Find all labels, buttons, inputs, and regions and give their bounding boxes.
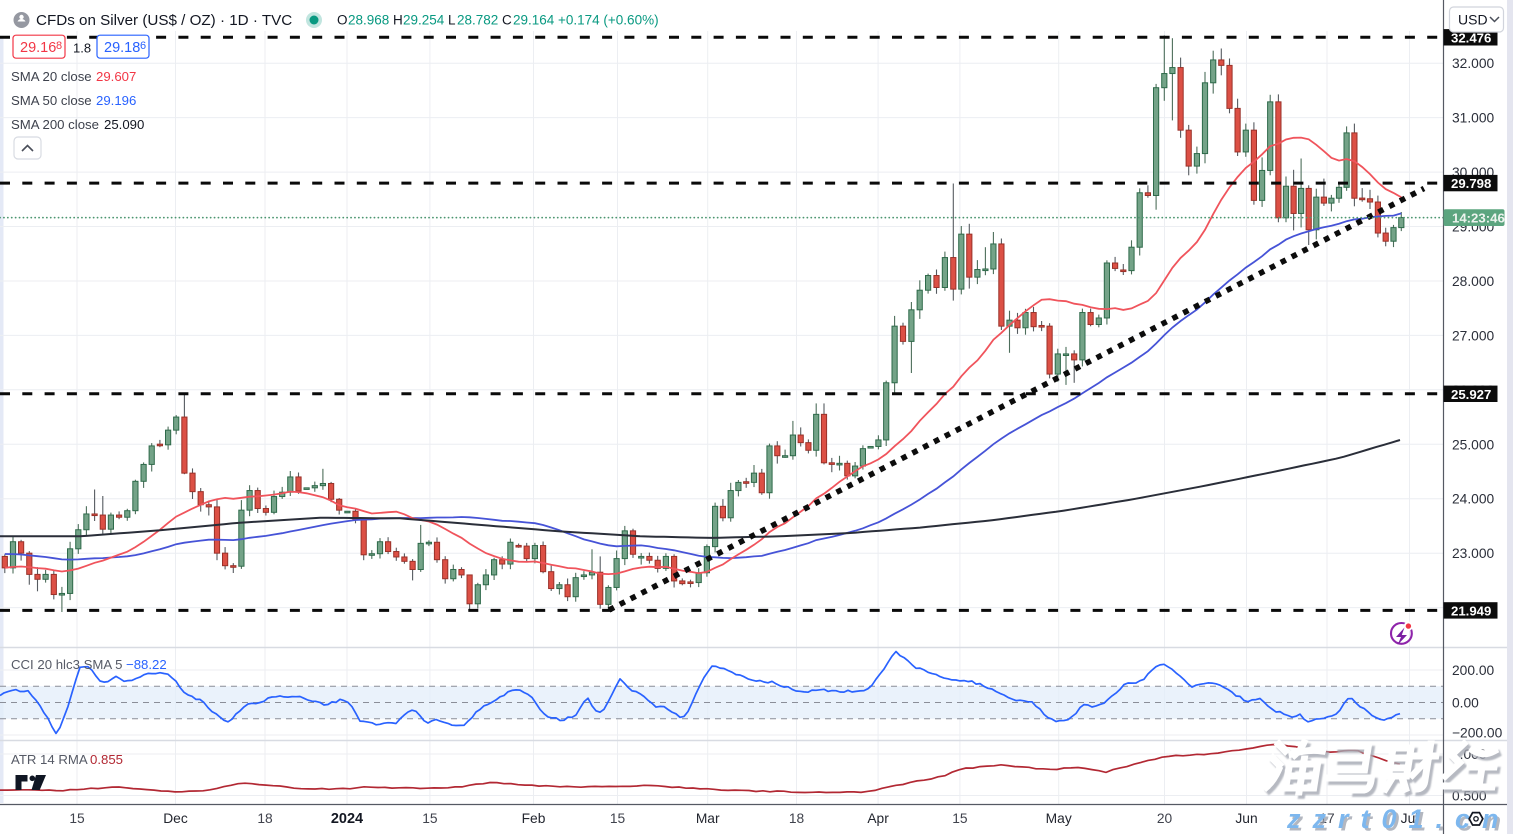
svg-text:24.000: 24.000 bbox=[1452, 492, 1495, 507]
svg-text:15: 15 bbox=[69, 811, 85, 826]
svg-text:CFDs on Silver (US$ / OZ) · 1D: CFDs on Silver (US$ / OZ) · 1D · TVC bbox=[36, 12, 292, 29]
svg-text:SMA 200 close: SMA 200 close bbox=[11, 117, 99, 132]
svg-text:USD: USD bbox=[1458, 12, 1488, 28]
svg-text:−200.00: −200.00 bbox=[1452, 726, 1503, 741]
svg-text:Apr: Apr bbox=[867, 811, 889, 826]
svg-text:29.254: 29.254 bbox=[403, 13, 445, 28]
svg-text:15: 15 bbox=[610, 811, 626, 826]
svg-text:Jul: Jul bbox=[1401, 811, 1419, 826]
svg-text:CCI 20 hlc3 SMA 5: CCI 20 hlc3 SMA 5 bbox=[11, 657, 122, 672]
svg-text:17: 17 bbox=[1319, 811, 1334, 826]
svg-text:28.782: 28.782 bbox=[457, 13, 498, 28]
svg-text:28.968: 28.968 bbox=[348, 13, 389, 28]
svg-text:29.16: 29.16 bbox=[20, 40, 56, 56]
svg-text:H: H bbox=[393, 13, 403, 28]
svg-text:2024: 2024 bbox=[331, 811, 363, 827]
svg-text:SMA 50 close: SMA 50 close bbox=[11, 93, 92, 108]
svg-text:Feb: Feb bbox=[522, 811, 546, 826]
svg-text:25.090: 25.090 bbox=[104, 117, 144, 132]
svg-text:31.000: 31.000 bbox=[1452, 111, 1495, 126]
svg-text:20: 20 bbox=[1157, 811, 1173, 826]
svg-text:27.000: 27.000 bbox=[1452, 328, 1495, 343]
svg-text:28.000: 28.000 bbox=[1452, 274, 1495, 289]
svg-text:1.8: 1.8 bbox=[73, 41, 91, 56]
svg-text:ATR 14 RMA: ATR 14 RMA bbox=[11, 752, 88, 767]
svg-text:0.855: 0.855 bbox=[90, 752, 123, 767]
svg-text:29.18: 29.18 bbox=[104, 40, 140, 56]
svg-text:29.607: 29.607 bbox=[96, 69, 136, 84]
svg-text:Dec: Dec bbox=[163, 811, 188, 826]
svg-text:25.927: 25.927 bbox=[1451, 387, 1491, 402]
svg-text:29.798: 29.798 bbox=[1451, 176, 1491, 191]
svg-text:L: L bbox=[448, 13, 456, 28]
svg-text:May: May bbox=[1046, 811, 1072, 826]
svg-text:0.00: 0.00 bbox=[1452, 696, 1479, 711]
svg-text:Jun: Jun bbox=[1235, 811, 1257, 826]
svg-text:6: 6 bbox=[140, 40, 146, 52]
svg-text:−88.22: −88.22 bbox=[126, 657, 167, 672]
svg-text:O: O bbox=[337, 13, 348, 28]
svg-text:zzrt01.cn: zzrt01.cn bbox=[1286, 804, 1511, 834]
svg-text:29.196: 29.196 bbox=[96, 93, 136, 108]
svg-text:23.000: 23.000 bbox=[1452, 546, 1495, 561]
svg-text:25.000: 25.000 bbox=[1452, 437, 1495, 452]
svg-text:zzrt01.cn: zzrt01.cn bbox=[1289, 807, 1513, 834]
svg-text:32.476: 32.476 bbox=[1451, 30, 1491, 45]
svg-text:+0.174 (+0.60%): +0.174 (+0.60%) bbox=[558, 13, 659, 28]
svg-text:14:23:46: 14:23:46 bbox=[1452, 210, 1505, 225]
svg-text:15: 15 bbox=[952, 811, 968, 826]
svg-text:C: C bbox=[502, 13, 512, 28]
svg-text:18: 18 bbox=[257, 811, 273, 826]
svg-text:200.00: 200.00 bbox=[1452, 663, 1495, 678]
svg-text:32.000: 32.000 bbox=[1452, 56, 1495, 71]
svg-text:SMA 20 close: SMA 20 close bbox=[11, 69, 92, 84]
svg-text:18: 18 bbox=[789, 811, 805, 826]
svg-text:21.949: 21.949 bbox=[1451, 603, 1491, 618]
svg-text:8: 8 bbox=[56, 40, 62, 52]
svg-text:Mar: Mar bbox=[696, 811, 720, 826]
svg-text:29.164: 29.164 bbox=[513, 13, 555, 28]
svg-text:15: 15 bbox=[422, 811, 438, 826]
